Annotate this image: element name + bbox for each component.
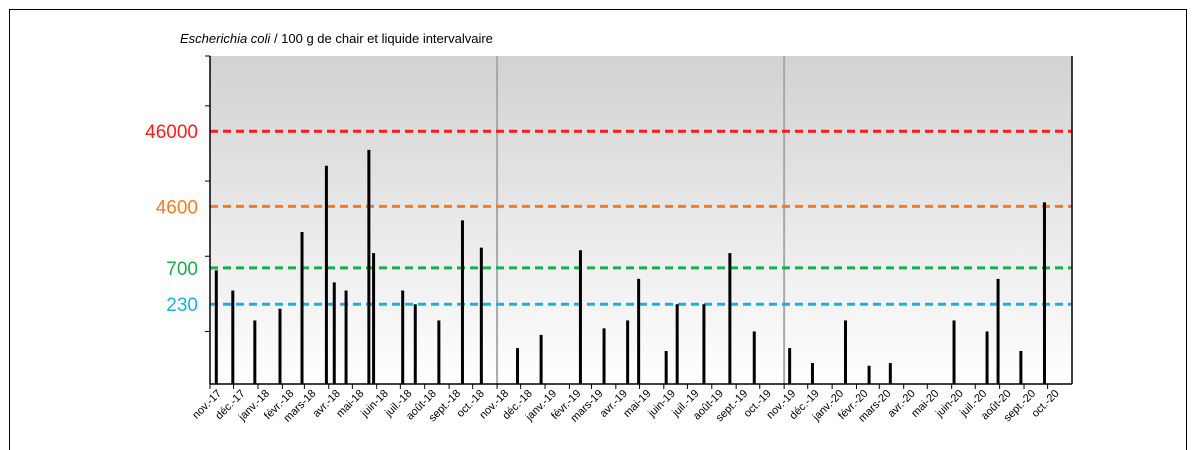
x-tick-label: juin-20 [933,388,966,421]
threshold-lines [210,129,1072,306]
plot-area [210,56,1072,384]
x-axis-ticks [209,384,1049,389]
chart-title-organism: Escherichia coli [180,31,271,46]
axes [205,55,1073,385]
year-separators [496,56,786,384]
threshold-label: 46000 [145,122,198,143]
threshold-label: 230 [166,295,198,316]
threshold-labels: 46000 4600 700 230 [145,122,198,316]
x-tick-label: juin-18 [358,388,391,421]
x-axis-labels: nov.-17déc.-17janv.-18févr.-18mars-18avr… [190,388,1061,425]
chart-frame: Escherichia coli / 100 g de chair et liq… [9,9,1187,450]
ecoli-chart: Escherichia coli / 100 g de chair et liq… [145,31,1073,425]
chart-title: Escherichia coli / 100 g de chair et liq… [180,31,493,46]
x-tick-label: juin-19 [645,388,678,421]
threshold-label: 700 [166,259,198,280]
data-bars [214,149,1046,384]
threshold-label: 4600 [156,197,198,218]
chart-title-unit: / 100 g de chair et liquide intervalvair… [270,31,493,46]
